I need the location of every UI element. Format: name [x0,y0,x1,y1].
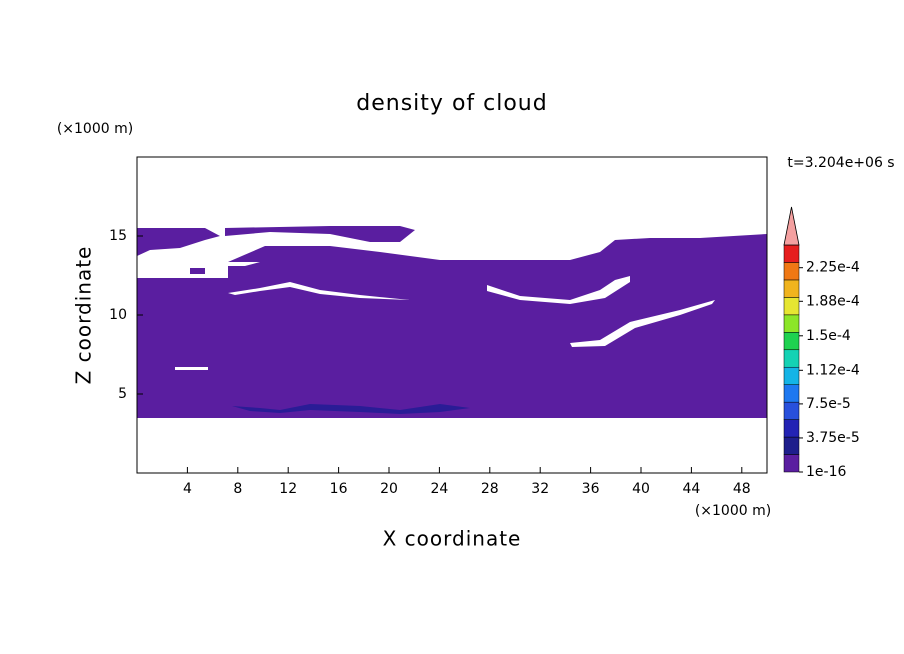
x-tick-label: 36 [582,481,600,497]
cloud-region [137,278,767,418]
x-tick-label: 4 [183,481,192,497]
cloud-region [137,228,220,256]
y-tick-label: 10 [109,307,127,323]
colorbar-box [783,262,800,281]
colorbar-label: 1.88e-4 [806,293,860,309]
chart-title: density of cloud [356,91,547,116]
clear-gap [487,276,630,304]
x-tick-label: 16 [330,481,348,497]
cloud-region [228,234,767,278]
y-unit: (×1000 m) [57,121,133,137]
colorbar-extend [783,206,800,246]
colorbar-label: 1e-16 [806,464,846,480]
colorbar-box [783,314,800,333]
clear-gap [228,262,260,266]
x-tick-label: 24 [430,481,448,497]
x-tick-label: 48 [733,481,751,497]
x-tick-label: 32 [531,481,549,497]
colorbar-box [783,297,800,316]
colorbar-label: 7.5e-5 [806,396,851,412]
clear-gap [228,282,410,300]
x-tick-label: 8 [233,481,242,497]
colorbar-label: 1.5e-4 [806,328,851,344]
colorbar-box [783,454,800,473]
cloud-detail [232,404,470,414]
y-axis-title: Z coordinate [72,246,96,385]
y-tick-label: 15 [109,228,127,244]
colorbar-box [783,244,800,263]
time-label: t=3.204e+06 s [787,155,894,171]
x-tick-label: 44 [682,481,700,497]
x-tick-label: 28 [481,481,499,497]
cloud-region [190,268,205,274]
clear-gap [570,300,715,347]
colorbar-label: 1.12e-4 [806,362,860,378]
x-unit: (×1000 m) [695,503,771,519]
colorbar-box [783,366,800,385]
colorbar-box [783,401,800,420]
y-tick-label: 5 [118,386,127,402]
x-tick-label: 40 [632,481,650,497]
x-tick-label: 20 [380,481,398,497]
x-tick-label: 12 [279,481,297,497]
colorbar-box [783,384,800,403]
contour-field [137,226,767,418]
colorbar-box [783,349,800,368]
colorbar-label: 3.75e-5 [806,430,860,446]
colorbar-box [783,332,800,351]
clear-gap [175,367,208,370]
colorbar-box [783,279,800,298]
x-axis-title: X coordinate [383,527,522,551]
colorbar-box [783,436,800,455]
colorbar-label: 2.25e-4 [806,260,860,276]
cloud-region [225,226,415,242]
colorbar-box [783,419,800,438]
